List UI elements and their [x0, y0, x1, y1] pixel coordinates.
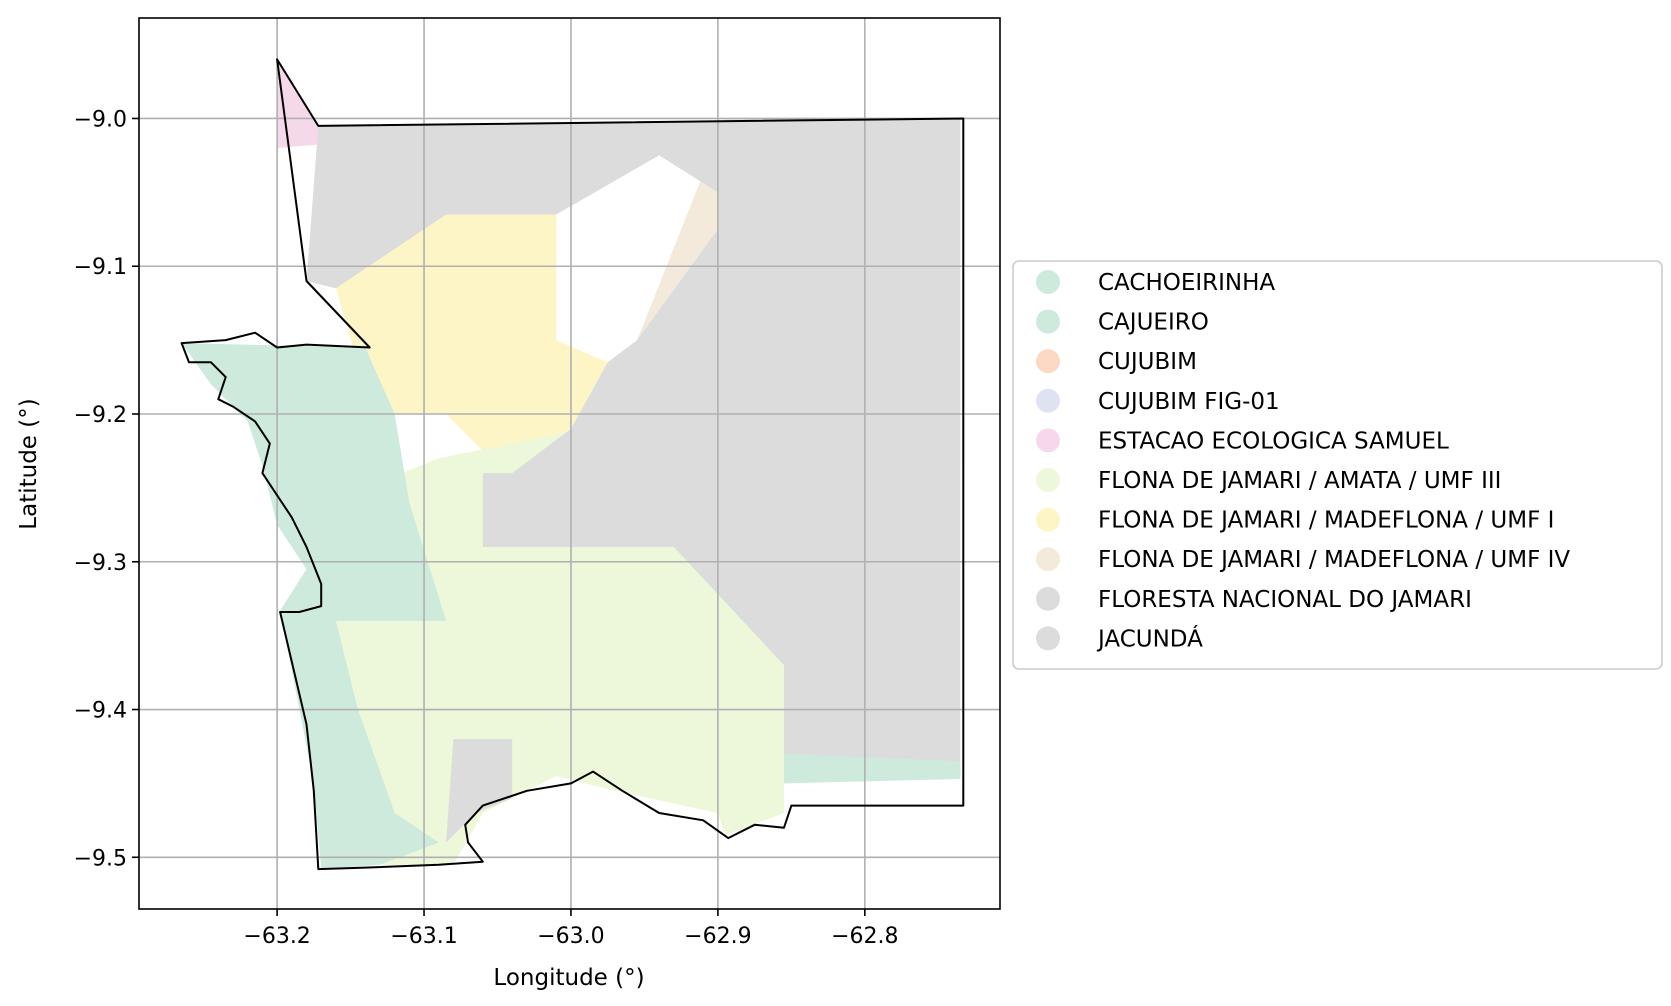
municipality-boundary	[180, 58, 965, 871]
boundary-layer	[180, 58, 965, 871]
legend-label-floresta-nacional-do-jamari: FLORESTA NACIONAL DO JAMARI	[1098, 587, 1472, 613]
region-estacao-ecologica-samuel	[277, 59, 366, 148]
legend-box	[1012, 260, 1663, 670]
region-cachoeirinha	[181, 343, 447, 870]
legend-marker-flona-de-jamari-amata-umf-iii	[1036, 468, 1060, 492]
region-flona-de-jamari-madeflona-umf-i	[335, 214, 608, 474]
region-jacunda	[446, 739, 513, 843]
x-tick-label: −63.2	[243, 924, 310, 949]
legend: CACHOEIRINHA CAJUEIRO CUJUBIM CUJUBIM FIG-0…	[1012, 260, 1663, 670]
legend-label-cujubim: CUJUBIM	[1098, 349, 1197, 375]
legend-marker-cachoeirinha	[1036, 270, 1060, 294]
legend-label-cachoeirinha: CACHOEIRINHA	[1098, 270, 1275, 296]
x-tick-label: −62.8	[831, 924, 898, 949]
y-tick-label: −9.5	[74, 846, 127, 871]
y-axis: −9.0 −9.1 −9.2 −9.3 −9.4 −9.5	[74, 107, 139, 871]
plot-frame	[138, 17, 1001, 910]
legend-marker-jacunda	[1036, 626, 1060, 651]
legend-label-flona-de-jamari-madeflona-umf-iv: FLONA DE JAMARI / MADEFLONA / UMF IV	[1098, 547, 1570, 573]
x-tick-label: −63.1	[390, 924, 457, 949]
legend-marker-flona-de-jamari-madeflona-umf-i	[1036, 507, 1060, 532]
legend-label-jacunda: JACUNDÁ	[1096, 624, 1203, 652]
legend-marker-estacao-ecologica-samuel	[1036, 428, 1060, 453]
y-axis-label: Latitude (°)	[16, 398, 42, 529]
x-axis-label: Longitude (°)	[493, 965, 644, 991]
region-floresta-nacional-do-jamari	[306, 118, 961, 784]
legend-label-cujubim-fig-01: CUJUBIM FIG-01	[1098, 389, 1280, 415]
legend-label-estacao-ecologica-samuel: ESTACAO ECOLOGICA SAMUEL	[1098, 428, 1449, 454]
legend-marker-cujubim-fig-01	[1036, 388, 1060, 413]
y-tick-label: −9.4	[74, 699, 127, 724]
legend-label-flona-de-jamari-madeflona-umf-i: FLONA DE JAMARI / MADEFLONA / UMF I	[1098, 508, 1554, 534]
region-cajueiro	[784, 753, 961, 784]
y-tick-label: −9.0	[74, 107, 127, 132]
y-tick-label: −9.3	[74, 551, 127, 576]
legend-marker-floresta-nacional-do-jamari	[1036, 586, 1060, 611]
y-tick-label: −9.2	[74, 403, 127, 428]
map-plot-area	[138, 17, 1001, 910]
legend-label-flona-de-jamari-amata-umf-iii: FLONA DE JAMARI / AMATA / UMF III	[1098, 468, 1501, 494]
x-tick-label: −62.9	[684, 924, 751, 949]
y-tick-label: −9.1	[74, 255, 127, 280]
x-tick-label: −63.0	[537, 924, 604, 949]
legend-marker-cujubim	[1036, 349, 1060, 374]
legend-marker-flona-de-jamari-madeflona-umf-iv	[1036, 547, 1060, 572]
legend-marker-cajueiro	[1036, 309, 1060, 334]
legend-label-cajueiro: CAJUEIRO	[1098, 310, 1209, 336]
grid-layer	[139, 18, 1000, 909]
x-axis: −63.2 −63.1 −63.0 −62.9 −62.8	[243, 909, 899, 949]
